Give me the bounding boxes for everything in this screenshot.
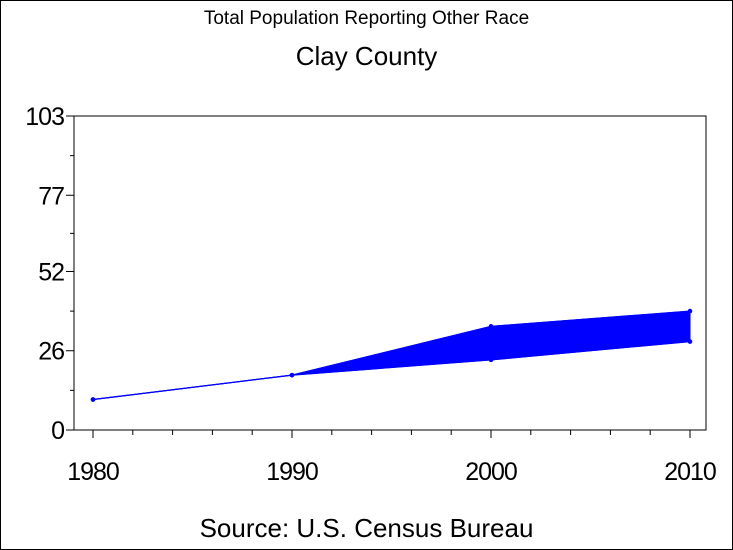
y-tick-label: 26: [38, 338, 64, 366]
chart-title: Total Population Reporting Other Race: [203, 8, 530, 29]
x-tick-label: 1990: [266, 458, 318, 486]
x-tick-label: 2000: [465, 458, 517, 486]
x-tick-label: 1980: [67, 458, 119, 486]
x-axis: 1980 1990 2000 2010: [67, 430, 717, 486]
y-tick-label: 0: [51, 417, 64, 445]
y-tick-label: 52: [38, 258, 64, 286]
plot-border: [73, 115, 707, 431]
x-tick-label: 2010: [664, 458, 716, 486]
chart-subtitle: Clay County: [295, 41, 438, 71]
series-layer: [90, 308, 693, 402]
y-tick-label: 77: [38, 182, 64, 210]
source-note: Source: U.S. Census Bureau: [199, 513, 534, 543]
data-point: [687, 339, 693, 344]
data-point: [488, 324, 494, 329]
y-axis: 0 26 52 77 103: [25, 103, 74, 445]
series-band: [92, 310, 691, 401]
series-line: [92, 340, 691, 401]
data-point: [90, 397, 96, 402]
data-point: [687, 308, 693, 314]
data-point: [289, 372, 295, 378]
data-point: [488, 357, 494, 363]
y-tick-label: 103: [25, 103, 64, 131]
